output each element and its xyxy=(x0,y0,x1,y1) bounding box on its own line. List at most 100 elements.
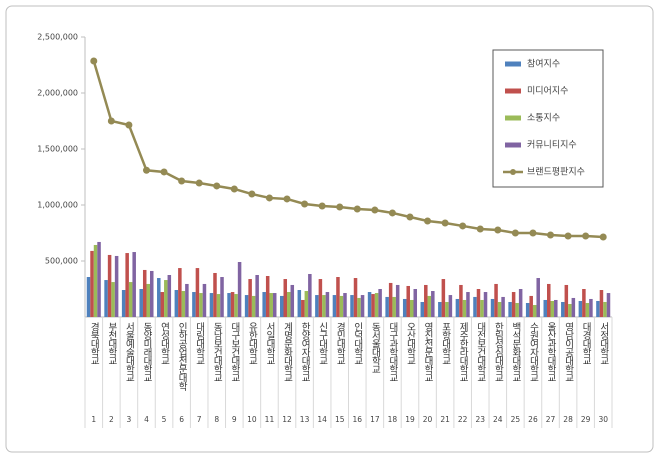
bar xyxy=(490,298,495,317)
legend-swatch xyxy=(505,88,521,94)
line-marker xyxy=(195,179,203,187)
bar xyxy=(554,299,558,317)
bar xyxy=(86,277,91,317)
bar xyxy=(185,283,189,317)
bar xyxy=(508,301,512,317)
x-tick-label: 부천대학교 xyxy=(106,322,117,365)
line-marker xyxy=(125,121,133,129)
x-tick-label: 연성대학교 xyxy=(159,322,170,365)
bar xyxy=(427,295,432,317)
rank-label: 22 xyxy=(458,415,468,424)
rank-label: 16 xyxy=(353,415,363,424)
bar xyxy=(227,293,231,317)
bar xyxy=(578,300,583,317)
line-marker xyxy=(494,226,502,234)
x-tick-label: 백석문화대학교 xyxy=(510,322,521,382)
bar xyxy=(582,289,586,317)
chart-frame xyxy=(5,5,654,453)
line-marker xyxy=(529,229,537,237)
bar xyxy=(431,291,435,317)
bar xyxy=(279,295,284,317)
line-marker xyxy=(353,205,361,213)
bar xyxy=(424,284,428,317)
rank-label: 2 xyxy=(109,415,114,424)
bar xyxy=(104,280,108,317)
x-tick-label: 대구과학대학교 xyxy=(387,322,398,382)
y-tick-label: 1,500,000 xyxy=(37,145,78,154)
bar xyxy=(139,289,143,317)
legend-swatch xyxy=(505,61,521,67)
bar xyxy=(568,304,572,317)
bar xyxy=(367,292,372,317)
bar xyxy=(589,298,593,317)
rank-label: 14 xyxy=(317,415,327,424)
bar xyxy=(532,305,537,317)
x-tick-label: 인하공업전문대학 xyxy=(176,322,187,392)
bar xyxy=(536,278,540,317)
line-marker xyxy=(511,229,519,237)
rank-label: 17 xyxy=(370,415,380,424)
bar xyxy=(466,292,470,317)
rank-label: 9 xyxy=(232,415,237,424)
line-marker xyxy=(230,185,238,193)
x-tick-label: 경민대학교 xyxy=(334,321,345,364)
x-tick-label: 제주한라대학교 xyxy=(457,322,468,382)
rank-label: 11 xyxy=(265,415,275,424)
x-tick-label: 포항대학교 xyxy=(440,322,451,365)
bar xyxy=(360,295,365,317)
bar xyxy=(353,278,358,317)
bar xyxy=(441,279,446,317)
x-tick-label: 영남이공대학교 xyxy=(563,322,574,382)
legend-label: 참여지수 xyxy=(527,58,560,70)
bar xyxy=(603,301,607,317)
y-tick-label: 1,000,000 xyxy=(37,201,78,210)
legend-label: 브랜드평판지수 xyxy=(527,167,585,178)
bar xyxy=(525,303,530,317)
bar xyxy=(480,299,484,317)
x-tick-label: 영진전문대학교 xyxy=(422,322,433,382)
bar xyxy=(255,275,259,317)
line-marker xyxy=(107,117,115,125)
bar xyxy=(413,289,418,317)
line-marker xyxy=(90,57,98,65)
rank-label: 25 xyxy=(511,415,521,424)
bar xyxy=(374,293,379,317)
bar xyxy=(174,290,179,317)
rank-label: 19 xyxy=(405,415,415,424)
bar xyxy=(301,299,305,317)
bar xyxy=(599,290,604,317)
bar xyxy=(483,292,488,317)
bar xyxy=(357,297,361,317)
line-marker xyxy=(424,217,432,225)
bar xyxy=(93,244,98,317)
rank-label: 1 xyxy=(91,415,96,424)
bar xyxy=(230,292,235,317)
bar xyxy=(332,295,337,317)
bar xyxy=(339,295,344,317)
x-tick-label: 수원여자대학교 xyxy=(527,322,538,382)
bar xyxy=(308,273,312,317)
bar xyxy=(571,297,576,317)
bar xyxy=(392,296,396,317)
legend-label: 커뮤니티지수 xyxy=(527,140,577,151)
bar xyxy=(121,290,126,317)
bar xyxy=(511,292,516,317)
bar xyxy=(262,292,266,317)
bar xyxy=(297,290,302,317)
rank-label: 12 xyxy=(282,415,292,424)
bar xyxy=(336,277,340,317)
bar xyxy=(149,270,154,317)
rank-label: 24 xyxy=(493,415,503,424)
bar xyxy=(388,282,393,317)
bar xyxy=(462,299,467,317)
legend-label: 소통지수 xyxy=(527,113,560,124)
x-tick-label: 서일대학교 xyxy=(264,322,275,365)
rank-label: 3 xyxy=(127,415,132,424)
bar xyxy=(132,252,136,317)
bar xyxy=(178,268,182,317)
bar xyxy=(596,300,600,317)
line-marker xyxy=(476,225,484,233)
line-marker xyxy=(248,190,256,198)
bar xyxy=(220,277,224,317)
